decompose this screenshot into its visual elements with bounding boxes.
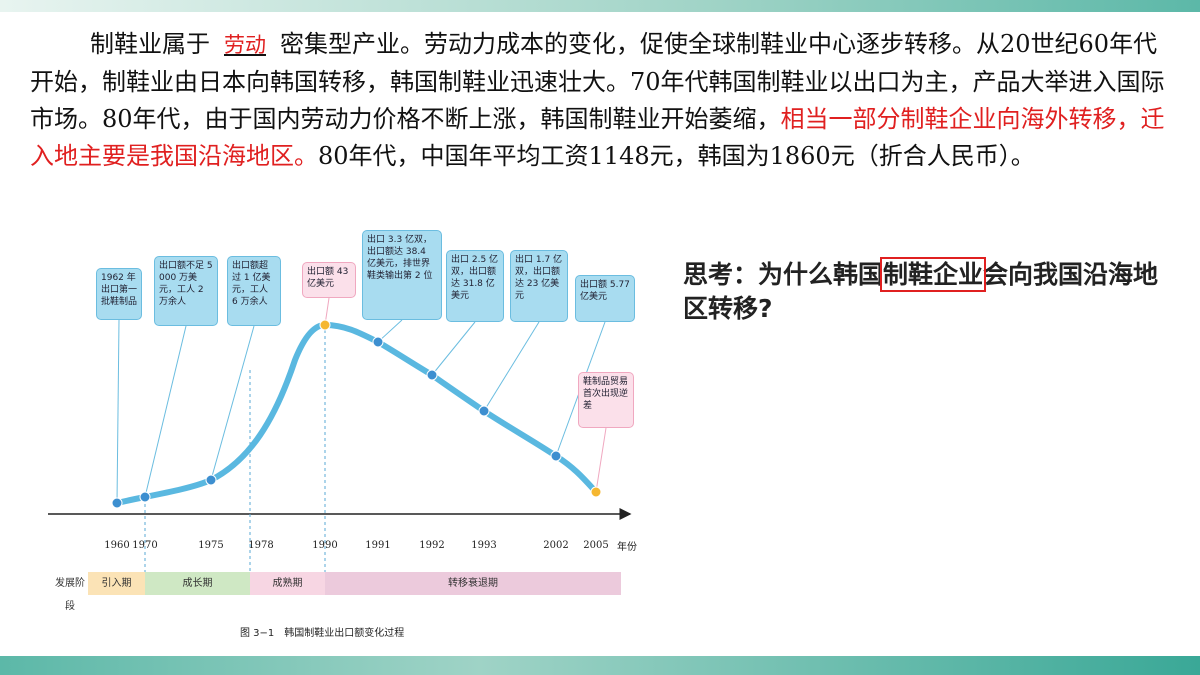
stage: 成长期: [145, 572, 250, 595]
stage-label: 发展阶段: [55, 578, 85, 612]
pointer: [144, 325, 187, 498]
question-rest: 会向我国沿海地区转移?: [683, 260, 1159, 323]
export-curve: [114, 321, 599, 506]
callout: 出口额 43 亿美元: [302, 262, 356, 298]
curve-point: [372, 336, 384, 348]
stage: 成熟期: [250, 572, 325, 595]
pointer: [483, 321, 540, 412]
curve-point: [111, 497, 123, 509]
year-label: 1975: [198, 540, 224, 551]
curve-point: [426, 369, 438, 381]
fill-blank: 劳动: [224, 33, 266, 57]
figure-caption: 图 3−1 韩国制鞋业出口额变化过程: [240, 628, 405, 639]
paragraph-tail: 80年代，中国年平均工资1148元，韩国为1860元（折合人民币）。: [318, 142, 1035, 170]
pointer: [595, 427, 607, 493]
year-label: 1992: [419, 540, 445, 551]
top-strip: [0, 0, 1200, 12]
axis-unit: 年份: [617, 542, 637, 553]
curve-point: [478, 405, 490, 417]
year-label: 1970: [132, 540, 158, 551]
curve-point: [205, 474, 217, 486]
year-label: 2002: [543, 540, 569, 551]
year-label: 2005: [583, 540, 609, 551]
callout: 出口额不足 5 000 万美元，工人 2 万余人: [154, 256, 218, 326]
paragraph-lead: 制鞋业属于: [90, 30, 210, 58]
year-label: 1993: [471, 540, 497, 551]
curve-point: [590, 486, 602, 498]
curve-points: [111, 319, 602, 509]
callout: 出口 3.3 亿双，出口额达 38.4 亿美元，排世界鞋类输出第 2 位: [362, 230, 442, 320]
callout-pointers: [116, 297, 607, 504]
curve-point: [319, 319, 331, 331]
pointer: [431, 321, 476, 376]
callout: 出口 2.5 亿双，出口额达 31.8 亿美元: [446, 250, 504, 322]
stage: 转移衰退期: [325, 572, 621, 595]
callout: 1962 年出口第一批鞋制品: [96, 268, 142, 320]
callout: 出口 1.7 亿双，出口额达 23 亿美元: [510, 250, 568, 322]
callout: 出口额超过 1 亿美元，工人 6 万余人: [227, 256, 281, 326]
callout: 鞋制品贸易首次出现逆差: [578, 372, 634, 428]
question: 思考：为什么韩国制鞋企业会向我国沿海地区转移?: [683, 257, 1173, 326]
paragraph-highlight: 相当一部分制鞋企业向海外转移，迁入地主要是我国沿海地区。: [30, 105, 1165, 170]
curve-point: [139, 491, 151, 503]
stage: 引入期: [88, 572, 145, 595]
question-lead: 思考：为什么韩国: [683, 260, 884, 289]
curve-point: [550, 450, 562, 462]
paragraph-body: 密集型产业。劳动力成本的变化，促使全球制鞋业中心逐步转移。从20世纪60年代开始…: [30, 30, 1165, 133]
stage-dividers: [144, 330, 326, 572]
year-label: 1991: [365, 540, 391, 551]
bottom-strip: [0, 656, 1200, 675]
year-label: 1990: [312, 540, 338, 551]
year-label: 1978: [248, 540, 274, 551]
callout: 出口额 5.77 亿美元: [575, 275, 635, 322]
question-boxed: 制鞋企业: [880, 257, 987, 292]
pointer: [116, 319, 120, 504]
year-label: 1960: [104, 540, 130, 551]
pointer: [210, 325, 255, 481]
paragraph: 制鞋业属于 劳动 密集型产业。劳动力成本的变化，促使全球制鞋业中心逐步转移。从20世…: [30, 26, 1180, 175]
